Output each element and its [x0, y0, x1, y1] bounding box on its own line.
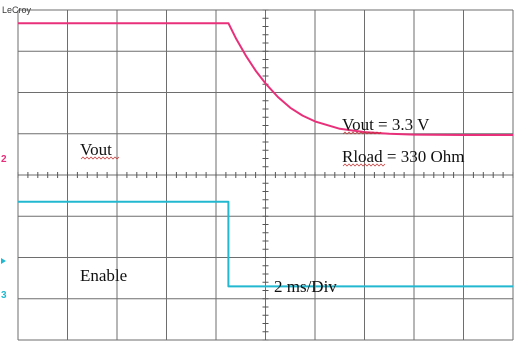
channel-2-marker: 2: [1, 154, 7, 165]
trace-vout: [18, 22, 513, 136]
spellcheck-underline-vout: [80, 156, 120, 160]
timebase-label: 2 ms/Div: [274, 277, 337, 296]
channel-3-arrow-icon: [1, 258, 6, 264]
vout-spec: Vout = 3.3 V: [342, 115, 430, 134]
instrument-brand: LeCroy: [2, 5, 32, 15]
enable-label: Enable: [80, 266, 127, 285]
traces: [18, 22, 513, 288]
spellcheck-underline-vout-spec: [342, 131, 382, 135]
rload-spec: Rload = 330 Ohm: [342, 147, 464, 166]
vout-label: Vout: [80, 140, 112, 159]
spellcheck-underline-rload: [342, 163, 386, 167]
trace-enable: [18, 200, 513, 288]
channel-3-marker: 3: [1, 290, 7, 301]
